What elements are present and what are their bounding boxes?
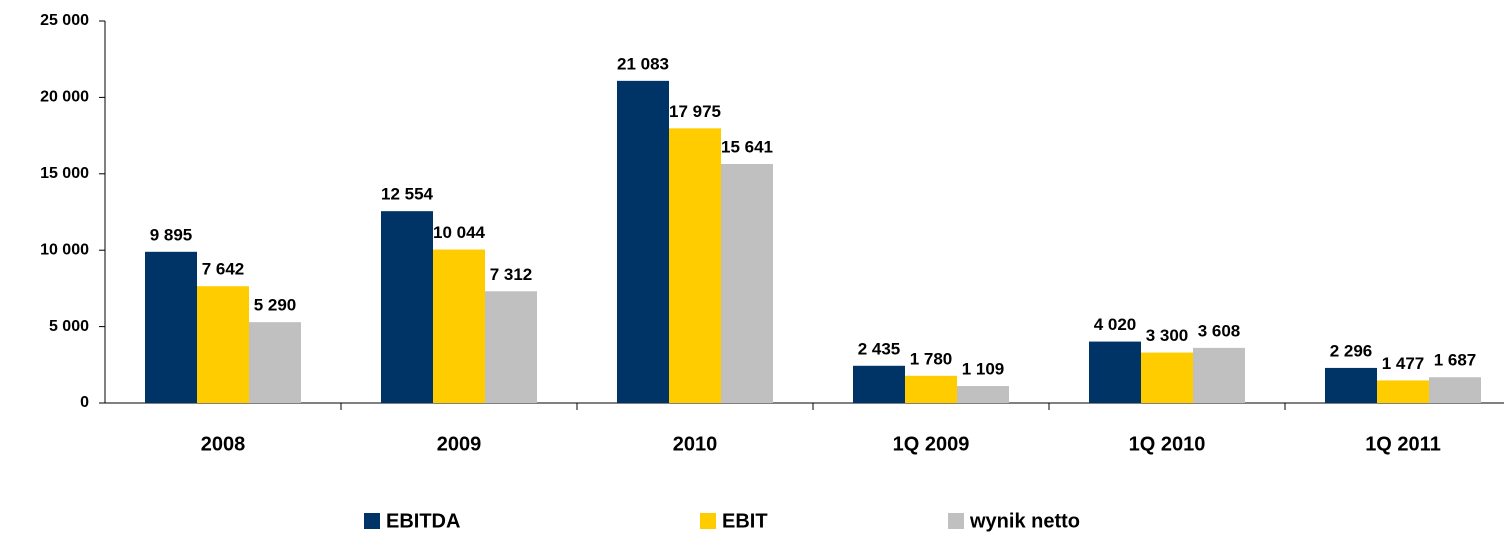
value-label: 7 642: [202, 260, 245, 279]
value-label: 1 780: [910, 349, 953, 368]
bar: [1325, 367, 1377, 403]
bar: [433, 249, 485, 403]
x-tick-label: 1Q 2011: [1365, 433, 1441, 455]
y-tick-label: 15 000: [40, 165, 89, 182]
value-label: 21 083: [617, 54, 669, 73]
legend-swatch: [948, 513, 964, 529]
x-tick-label: 1Q 2009: [893, 433, 970, 455]
value-label: 7 312: [490, 265, 533, 284]
value-label: 9 895: [150, 225, 193, 244]
y-tick-label: 5 000: [49, 318, 89, 335]
y-tick-label: 0: [80, 394, 89, 411]
bar: [617, 80, 669, 404]
legend-label: EBITDA: [386, 510, 460, 532]
value-label: 15 641: [721, 137, 773, 156]
bar: [905, 375, 957, 403]
x-tick-label: 2010: [673, 433, 718, 455]
legend-label: wynik netto: [969, 510, 1080, 532]
bar: [1429, 377, 1481, 403]
x-tick-label: 2009: [437, 433, 482, 455]
value-label: 10 044: [433, 223, 486, 242]
value-label: 4 020: [1094, 315, 1137, 334]
bar: [721, 164, 773, 403]
bar: [197, 286, 249, 403]
bar: [1377, 380, 1429, 403]
value-label: 17 975: [669, 102, 721, 121]
x-tick-label: 2008: [201, 433, 246, 455]
bar: [145, 251, 197, 403]
bar: [485, 291, 537, 403]
y-tick-label: 10 000: [40, 241, 89, 258]
value-label: 2 435: [858, 339, 901, 358]
bar: [1089, 341, 1141, 403]
value-label: 5 290: [254, 296, 297, 315]
value-label: 3 608: [1198, 321, 1241, 340]
value-label: 1 687: [1434, 351, 1477, 370]
y-tick-label: 25 000: [40, 12, 89, 29]
bar: [957, 386, 1009, 403]
legend-swatch: [364, 513, 380, 529]
legend-label: EBIT: [722, 510, 768, 532]
y-tick-label: 20 000: [40, 89, 89, 106]
legend-swatch: [700, 513, 716, 529]
bar: [1193, 347, 1245, 403]
value-label: 3 300: [1146, 326, 1189, 345]
bar: [1141, 352, 1193, 403]
value-label: 2 296: [1330, 341, 1373, 360]
x-tick-label: 1Q 2010: [1129, 433, 1206, 455]
bar: [853, 365, 905, 403]
bar: [669, 128, 721, 404]
value-label: 12 554: [381, 185, 434, 204]
bar: [381, 211, 433, 403]
value-label: 1 477: [1382, 354, 1425, 373]
bar: [249, 322, 301, 403]
value-label: 1 109: [962, 360, 1005, 379]
